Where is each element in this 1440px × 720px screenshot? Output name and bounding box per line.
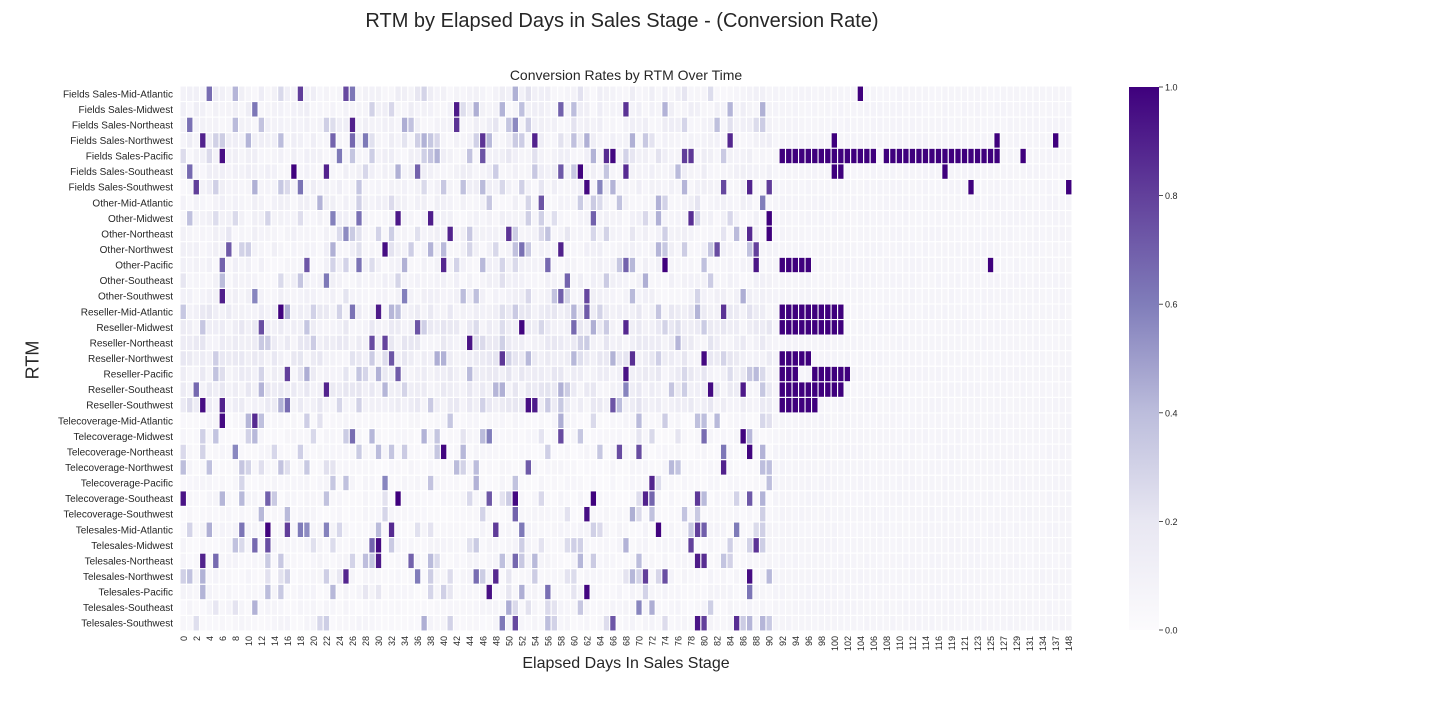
y-axis-label: RTM [22, 340, 43, 380]
colorbar-gradient [1129, 87, 1159, 630]
colorbar-tick-label: 0.6 [1165, 300, 1178, 310]
x-axis-label: Elapsed Days In Sales Stage [522, 655, 730, 672]
colorbar: 0.0 0.2 0.4 0.6 0.8 1.0 [1129, 83, 1178, 636]
chart-subtitle: Conversion Rates by RTM Over Time [509, 67, 743, 83]
colorbar-tick-label: 0.2 [1165, 517, 1178, 527]
colorbar-tick-label: 1.0 [1165, 83, 1178, 93]
colorbar-tick-label: 0.4 [1165, 408, 1178, 418]
colorbar-tick-label: 0.8 [1165, 191, 1178, 201]
heatmap-cells [179, 85, 1073, 632]
chart-title: RTM by Elapsed Days in Sales Stage - (Co… [365, 10, 879, 32]
colorbar-tick-label: 0.0 [1165, 626, 1178, 636]
